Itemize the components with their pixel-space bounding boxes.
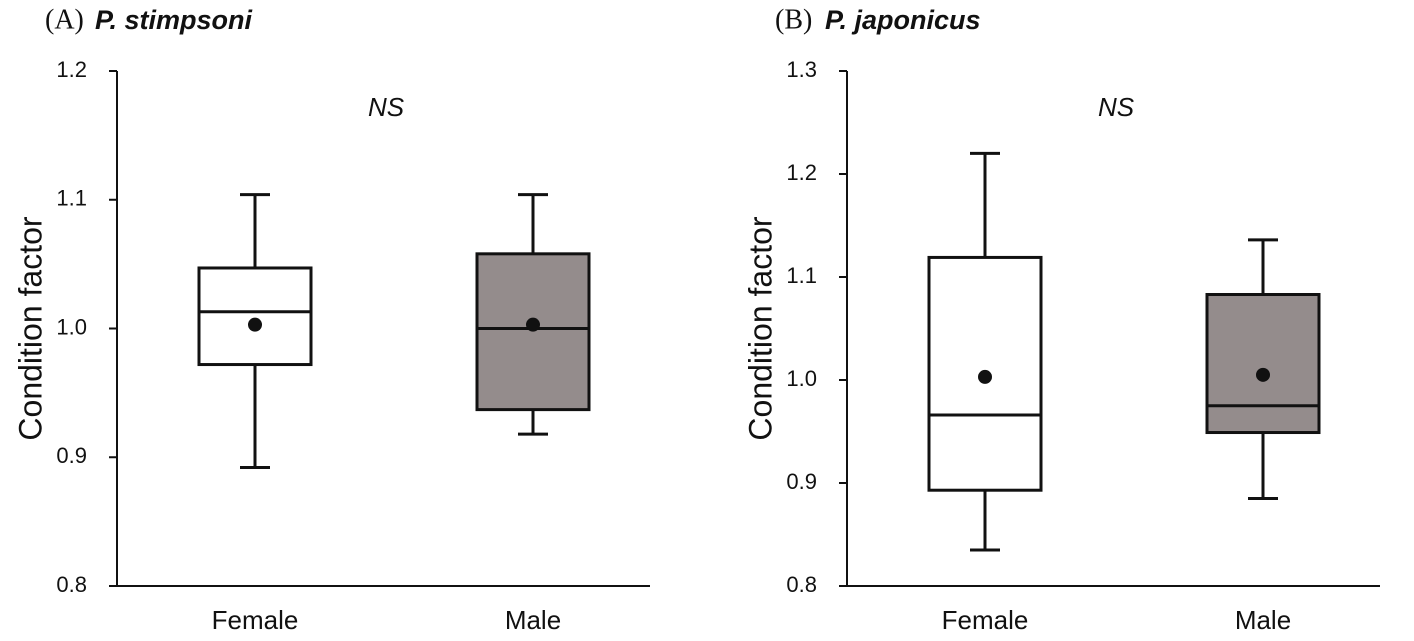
chart-title: P. stimpsoni	[95, 5, 253, 35]
annotation: NS	[1098, 92, 1135, 122]
panel-label: (B)	[775, 4, 812, 35]
y-tick-label: 1.0	[786, 366, 817, 391]
y-tick-label: 1.2	[56, 57, 87, 82]
y-tick-label: 0.9	[786, 469, 817, 494]
box	[475, 252, 591, 412]
box	[197, 266, 313, 367]
y-axis-label: Condition factor	[12, 216, 48, 440]
y-axis-label: Condition factor	[742, 216, 778, 440]
mean-dot	[1256, 367, 1270, 382]
box	[1205, 293, 1321, 435]
y-tick-label: 1.1	[786, 263, 817, 288]
y-tick-label: 0.9	[56, 443, 87, 468]
mean-dot	[526, 317, 540, 332]
x-tick-label: Female	[942, 605, 1029, 635]
mean-dot	[248, 317, 262, 332]
panel-label: (A)	[45, 4, 84, 35]
x-tick-label: Male	[1235, 605, 1291, 635]
y-tick-label: 1.3	[786, 57, 817, 82]
y-tick-label: 1.2	[786, 160, 817, 185]
mean-dot	[978, 369, 992, 384]
y-tick-label: 0.8	[786, 572, 817, 597]
y-tick-label: 1.1	[56, 186, 87, 211]
x-tick-label: Female	[212, 605, 299, 635]
annotation: NS	[368, 92, 405, 122]
y-tick-label: 1.0	[56, 314, 87, 339]
y-tick-label: 0.8	[56, 572, 87, 597]
x-tick-label: Male	[505, 605, 561, 635]
chart-title: P. japonicus	[825, 5, 981, 35]
